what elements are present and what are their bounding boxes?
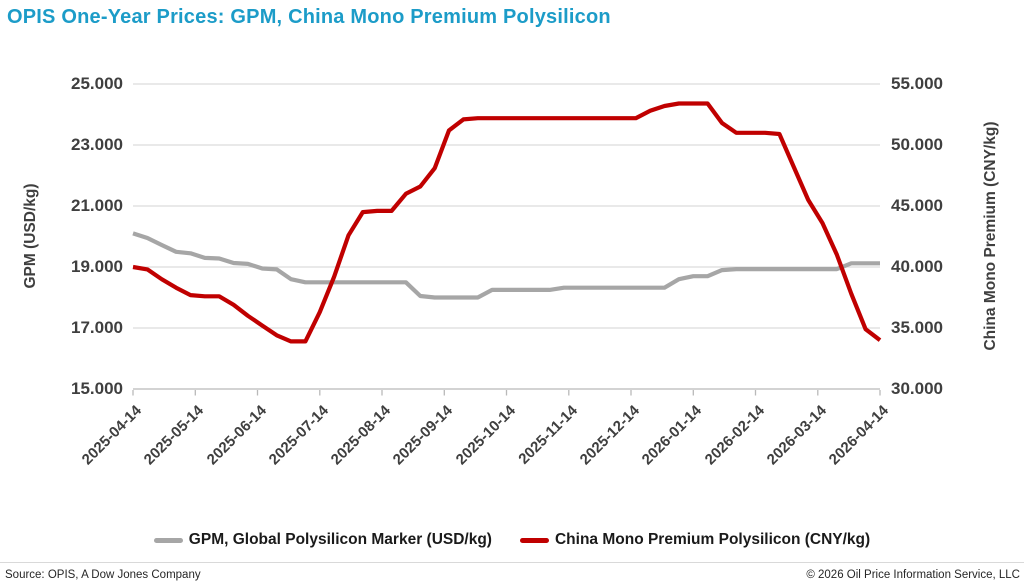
left-axis-tick-label: 25.000: [71, 74, 123, 93]
series-line-gpm: [132, 231, 880, 300]
left-axis-tick-label: 21.000: [71, 196, 123, 215]
series-line-china-mono-premium: [132, 101, 882, 344]
right-axis-tick-label: 45.000: [891, 196, 943, 215]
china-mono-line-swatch: [519, 537, 549, 543]
legend: GPM, Global Polysilicon Marker (USD/kg) …: [0, 531, 1024, 549]
legend-item-gpm: GPM, Global Polysilicon Marker (USD/kg): [153, 531, 492, 549]
right-axis-tick-label: 40.000: [891, 257, 943, 276]
right-axis-title: China Mono Premium (CNY/kg): [982, 121, 999, 351]
footer-source: Source: OPIS, A Dow Jones Company: [5, 569, 201, 581]
chart-title: OPIS One-Year Prices: GPM, China Mono Pr…: [7, 6, 611, 28]
left-axis-tick-label: 19.000: [71, 257, 123, 276]
right-axis-tick-label: 50.000: [891, 135, 943, 154]
left-axis-tick-label: 23.000: [71, 135, 123, 154]
right-axis-tick-label: 55.000: [891, 74, 943, 93]
legend-item-china-mono: China Mono Premium Polysilicon (CNY/kg): [519, 531, 871, 549]
right-axis-tick-label: 30.000: [891, 379, 943, 398]
left-axis-tick-label: 15.000: [71, 379, 123, 398]
gpm-legend-label: GPM, Global Polysilicon Marker (USD/kg): [188, 531, 492, 548]
right-axis-tick-label: 35.000: [891, 318, 943, 337]
left-axis-title: GPM (USD/kg): [22, 183, 39, 289]
gpm-line-swatch: [153, 537, 183, 543]
china-mono-legend-label: China Mono Premium Polysilicon (CNY/kg): [554, 531, 871, 548]
footer-copyright: © 2026 Oil Price Information Service, LL…: [806, 569, 1020, 581]
left-axis-tick-label: 17.000: [71, 318, 123, 337]
footer-divider: [0, 562, 1024, 563]
